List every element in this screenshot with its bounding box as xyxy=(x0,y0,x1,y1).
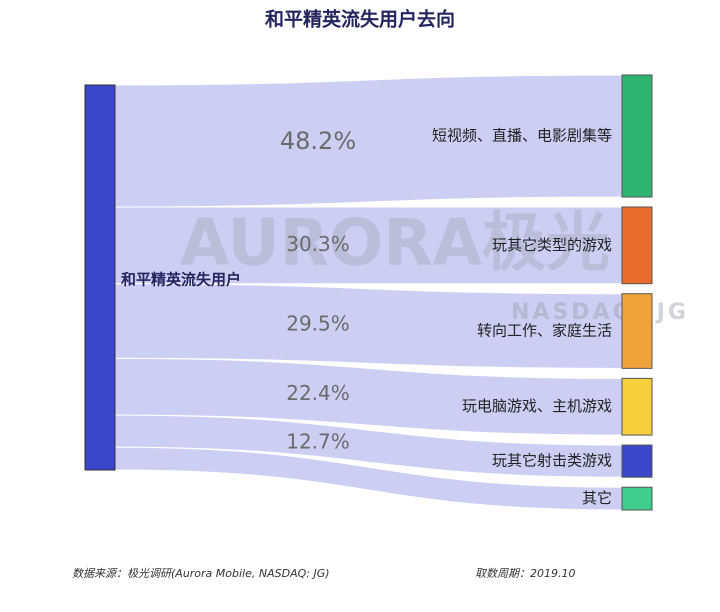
target-node xyxy=(621,444,653,478)
target-node xyxy=(621,293,653,369)
value-label: 30.3% xyxy=(286,232,350,256)
value-label: 48.2% xyxy=(280,127,356,155)
source-note: 数据来源：极光调研(Aurora Mobile, NASDAQ: JG) xyxy=(72,567,330,580)
target-label: 玩其它射击类游戏 xyxy=(492,452,612,470)
watermark: AURORA极光 xyxy=(180,207,610,281)
period-note: 取数周期：2019.10 xyxy=(475,567,576,580)
source-node xyxy=(84,84,116,471)
target-node xyxy=(621,377,653,436)
target-node xyxy=(621,74,653,198)
value-label: 12.7% xyxy=(286,430,350,454)
chart-title: 和平精英流失用户去向 xyxy=(265,8,455,31)
watermark-sub: NASDAQ: JG xyxy=(511,300,689,325)
target-label: 其它 xyxy=(582,489,612,507)
target-label: 转向工作、家庭生活 xyxy=(477,322,612,340)
target-node xyxy=(621,206,653,285)
target-node xyxy=(621,486,653,511)
links xyxy=(114,74,623,511)
source-label: 和平精英流失用户 xyxy=(121,271,241,289)
target-label: 短视频、直播、电影剧集等 xyxy=(432,127,612,145)
value-label: 29.5% xyxy=(286,312,350,336)
target-label: 玩其它类型的游戏 xyxy=(492,236,612,254)
value-label: 22.4% xyxy=(286,381,350,405)
target-label: 玩电脑游戏、主机游戏 xyxy=(462,397,612,415)
